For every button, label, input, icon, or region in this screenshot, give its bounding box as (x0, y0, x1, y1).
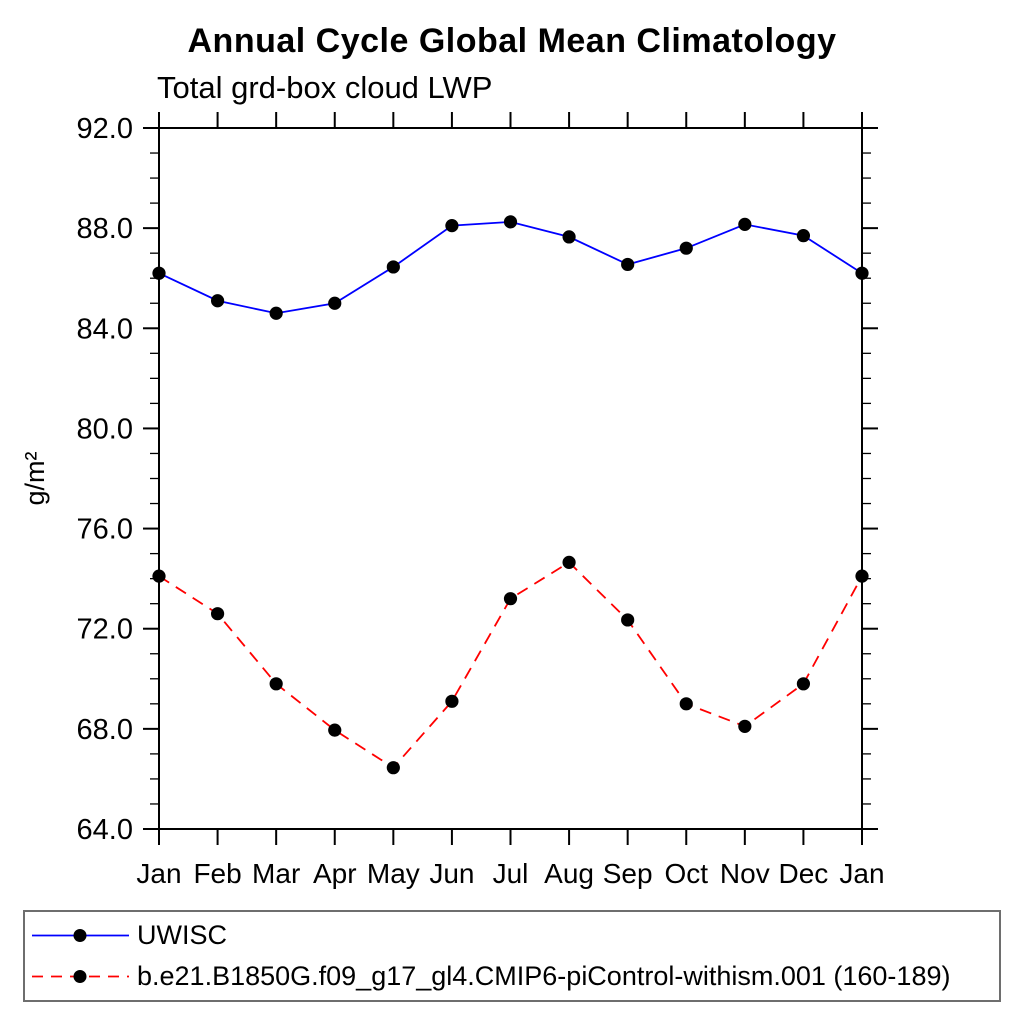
data-point-series-0 (679, 241, 693, 255)
chart-subtitle: Total grd-box cloud LWP (157, 70, 493, 105)
data-point-series-1 (679, 697, 693, 711)
x-tick-label: Jan (136, 858, 181, 889)
data-point-series-0 (738, 217, 752, 231)
x-tick-label: Oct (664, 858, 708, 889)
data-point-series-1 (796, 677, 811, 691)
x-tick-label: Jul (493, 858, 529, 889)
y-tick-label: 76.0 (77, 514, 133, 546)
data-point-series-1 (503, 592, 518, 606)
y-tick-label: 72.0 (77, 614, 133, 646)
data-point-series-0 (503, 215, 518, 229)
data-point-series-0 (152, 266, 166, 280)
data-point-series-0 (855, 266, 869, 280)
legend-marker-dot (73, 970, 87, 983)
x-tick-label: Jun (429, 858, 474, 889)
data-point-series-1 (269, 677, 283, 691)
y-tick-label: 64.0 (77, 814, 133, 846)
legend-box: UWISC b.e21.B1850G.f09_g17_gl4.CMIP6-piC… (23, 910, 1001, 1002)
plot-frame (158, 127, 863, 830)
y-tick-label: 68.0 (77, 714, 133, 746)
y-tick-label: 80.0 (77, 413, 133, 445)
data-point-series-1 (152, 569, 166, 583)
x-tick-label: May (367, 858, 420, 889)
x-tick-label: Dec (779, 858, 829, 889)
data-point-series-0 (386, 260, 400, 274)
x-tick-label: Aug (544, 858, 594, 889)
x-tick-label: Feb (193, 858, 241, 889)
legend-entry-model: b.e21.B1850G.f09_g17_gl4.CMIP6-piControl… (25, 956, 999, 997)
x-tick-label: Mar (252, 858, 300, 889)
data-point-series-1 (621, 613, 635, 627)
data-point-series-0 (445, 219, 459, 233)
data-point-series-0 (328, 296, 342, 310)
data-point-series-1 (562, 555, 576, 569)
legend-sample-solid-line (32, 929, 129, 942)
legend-entry-uwisc: UWISC (25, 915, 999, 956)
legend-label-model: b.e21.B1850G.f09_g17_gl4.CMIP6-piControl… (137, 961, 951, 991)
data-point-series-0 (562, 230, 576, 244)
data-point-series-1 (445, 694, 459, 708)
data-point-series-0 (210, 294, 225, 308)
x-tick-label: Sep (603, 858, 653, 889)
y-tick-label: 92.0 (77, 113, 133, 145)
y-axis-label: g/m² (20, 451, 50, 505)
y-tick-label: 88.0 (77, 213, 133, 245)
data-point-series-1 (855, 569, 869, 583)
data-point-series-0 (269, 306, 283, 320)
x-tick-label: Jan (839, 858, 884, 889)
legend-marker-dot (73, 929, 87, 942)
legend-sample-dashed-line (32, 970, 129, 983)
data-point-series-0 (621, 257, 635, 272)
y-tick-label: 84.0 (77, 313, 133, 345)
series-line-0 (158, 220, 863, 315)
legend-label-uwisc: UWISC (137, 920, 227, 950)
data-point-series-1 (386, 761, 400, 775)
x-tick-label: Nov (720, 858, 770, 889)
data-point-series-1 (210, 607, 225, 621)
data-point-series-0 (796, 229, 811, 243)
data-point-series-1 (738, 719, 752, 733)
chart-title: Annual Cycle Global Mean Climatology (187, 22, 837, 60)
data-point-series-1 (328, 723, 342, 737)
x-tick-label: Apr (313, 858, 357, 889)
